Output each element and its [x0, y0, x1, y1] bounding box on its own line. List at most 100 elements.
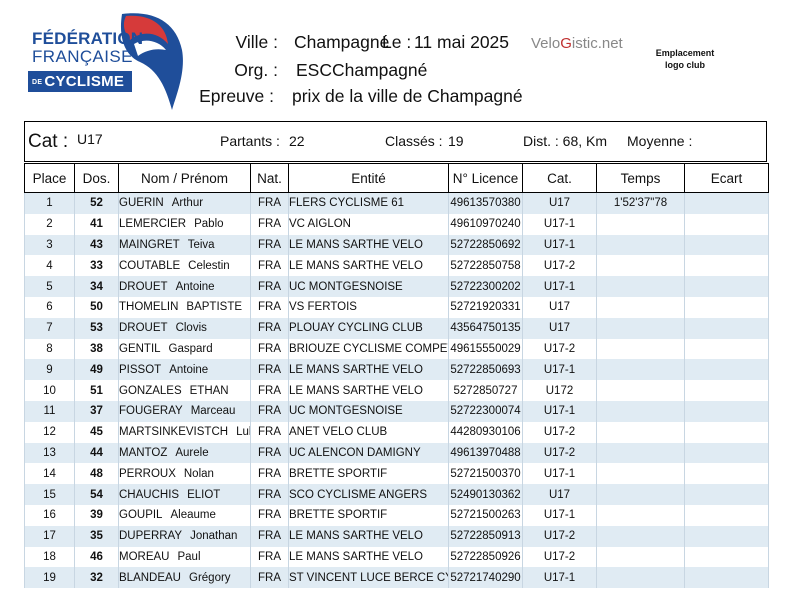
- cell-dossard: 49: [74, 359, 119, 381]
- table-header-row: Place Dos. Nom / Prénom Nat. Entité N° Licenc…: [24, 163, 769, 193]
- cell-place: 17: [24, 525, 75, 547]
- cell-entite: UC MONTGESNOISE: [288, 276, 449, 297]
- cell-entite: PLOUAY CYCLING CLUB: [288, 317, 449, 339]
- cell-temps: [596, 442, 685, 464]
- table-row: 13 44 MANTOZ Aurele FRA UC ALENCON DAMIGNY 496…: [24, 442, 769, 464]
- cell-temps: [596, 234, 685, 256]
- cell-nat: FRA: [250, 463, 289, 485]
- logo-line-1: FÉDÉRATION: [32, 29, 144, 48]
- rider-lastname: GONZALES: [119, 384, 182, 397]
- cell-cat: U17-1: [522, 463, 597, 485]
- brand-part-a: Velo: [531, 35, 561, 52]
- rider-lastname: CHAUCHIS: [119, 488, 180, 501]
- cell-cat: U17-1: [522, 504, 597, 526]
- cell-cat: U17-1: [522, 359, 597, 381]
- rider-lastname: DROUET: [119, 280, 168, 293]
- cell-nat: FRA: [250, 484, 289, 505]
- cell-nat: FRA: [250, 380, 289, 401]
- rider-lastname: BLANDEAU: [119, 571, 182, 584]
- cell-licence: 52721500370: [448, 463, 523, 485]
- rider-firstname: Grégory: [189, 571, 231, 584]
- rider-firstname: Paul: [177, 550, 201, 563]
- partants-value: 22: [289, 133, 305, 149]
- cell-place: 7: [24, 317, 75, 339]
- column-header-licence: N° Licence: [448, 163, 523, 193]
- cell-name: COUTABLE Celestin: [118, 255, 251, 277]
- cell-dossard: 41: [74, 213, 119, 235]
- cell-name: FOUGERAY Marceau: [118, 400, 251, 422]
- rider-firstname: ELIOT: [187, 488, 221, 501]
- cell-place: 12: [24, 421, 75, 443]
- table-row: 14 48 PERROUX Nolan FRA BRETTE SPORTIF 5272150…: [24, 463, 769, 485]
- rider-lastname: LEMERCIER: [119, 218, 187, 231]
- cell-entite: ST VINCENT LUCE BERCE CYCLISTE: [288, 567, 449, 589]
- cell-place: 9: [24, 359, 75, 381]
- logo-line-3: DE CYCLISME: [28, 71, 133, 92]
- cell-entite: BRETTE SPORTIF: [288, 504, 449, 526]
- cell-place: 16: [24, 504, 75, 526]
- cell-cat: U17-2: [522, 338, 597, 360]
- cell-nat: FRA: [250, 255, 289, 277]
- cell-dossard: 39: [74, 504, 119, 526]
- cell-entite: FLERS CYCLISME 61: [288, 192, 449, 214]
- cell-ecart: [684, 234, 769, 256]
- cell-place: 13: [24, 442, 75, 464]
- cell-dossard: 54: [74, 484, 119, 505]
- cell-name: PERROUX Nolan: [118, 463, 251, 485]
- cell-entite: VS FERTOIS: [288, 296, 449, 318]
- cell-nat: FRA: [250, 546, 289, 568]
- table-row: 8 38 GENTIL Gaspard FRA BRIOUZE CYCLISME COMP…: [24, 338, 769, 360]
- cell-entite: LE MANS SARTHE VELO: [288, 546, 449, 568]
- cell-ecart: [684, 255, 769, 277]
- club-logo-placeholder: Emplacement logo club: [640, 47, 730, 71]
- cell-cat: U17-1: [522, 213, 597, 235]
- cell-temps: [596, 276, 685, 297]
- rider-lastname: GUERIN: [119, 197, 164, 210]
- distance: Dist. : 68, Km: [523, 133, 608, 149]
- epreuve-label: Epreuve :: [199, 86, 274, 106]
- cell-licence: 49613970488: [448, 442, 523, 464]
- table-row: 15 54 CHAUCHIS ELIOT FRA SCO CYCLISME ANGERS 5…: [24, 484, 769, 505]
- cell-cat: U17-1: [522, 276, 597, 297]
- classes-value: 19: [448, 133, 464, 149]
- table-row: 6 50 THOMELIN BAPTISTE FRA VS FERTOIS 52721920…: [24, 296, 769, 318]
- cell-ecart: [684, 380, 769, 401]
- classes-label: Classés :: [385, 133, 443, 149]
- table-row: 1 52 GUERIN Arthur FRA FLERS CYCLISME 61 49613…: [24, 192, 769, 214]
- cell-dossard: 33: [74, 255, 119, 277]
- cell-licence: 44280930106: [448, 421, 523, 443]
- cell-licence: 52722300074: [448, 400, 523, 422]
- column-header-place: Place: [24, 163, 75, 193]
- cell-dossard: 46: [74, 546, 119, 568]
- partants-label: Partants :: [220, 133, 280, 149]
- cell-licence: 49613570380: [448, 192, 523, 214]
- table-row: 7 53 DROUET Clovis FRA PLOUAY CYCLING CLUB 435…: [24, 317, 769, 339]
- cell-name: LEMERCIER Pablo: [118, 213, 251, 235]
- results-table: Place Dos. Nom / Prénom Nat. Entité N° Licenc…: [24, 163, 769, 589]
- cell-temps: [596, 255, 685, 277]
- cell-licence: 5272850727: [448, 380, 523, 401]
- cell-nat: FRA: [250, 296, 289, 318]
- rider-lastname: PERROUX: [119, 467, 176, 480]
- cell-entite: LE MANS SARTHE VELO: [288, 359, 449, 381]
- rider-firstname: Arthur: [171, 197, 204, 210]
- cell-nat: FRA: [250, 192, 289, 214]
- cell-nat: FRA: [250, 567, 289, 589]
- rider-firstname: Gaspard: [168, 342, 213, 355]
- cell-cat: U17-2: [522, 421, 597, 443]
- cell-cat: U17: [522, 296, 597, 318]
- brand-part-b: istic.net: [571, 35, 623, 52]
- cell-temps: [596, 338, 685, 360]
- cell-temps: [596, 400, 685, 422]
- cell-dossard: 34: [74, 276, 119, 297]
- cell-place: 10: [24, 380, 75, 401]
- cell-licence: 52722300202: [448, 276, 523, 297]
- cell-dossard: 48: [74, 463, 119, 485]
- rider-firstname: ETHAN: [189, 384, 229, 397]
- cell-dossard: 35: [74, 525, 119, 547]
- cell-nat: FRA: [250, 213, 289, 235]
- race-date: 11 mai 2025: [414, 32, 510, 52]
- rider-firstname: Jonathan: [190, 530, 238, 543]
- cell-temps: [596, 484, 685, 505]
- cell-name: MANTOZ Aurele: [118, 442, 251, 464]
